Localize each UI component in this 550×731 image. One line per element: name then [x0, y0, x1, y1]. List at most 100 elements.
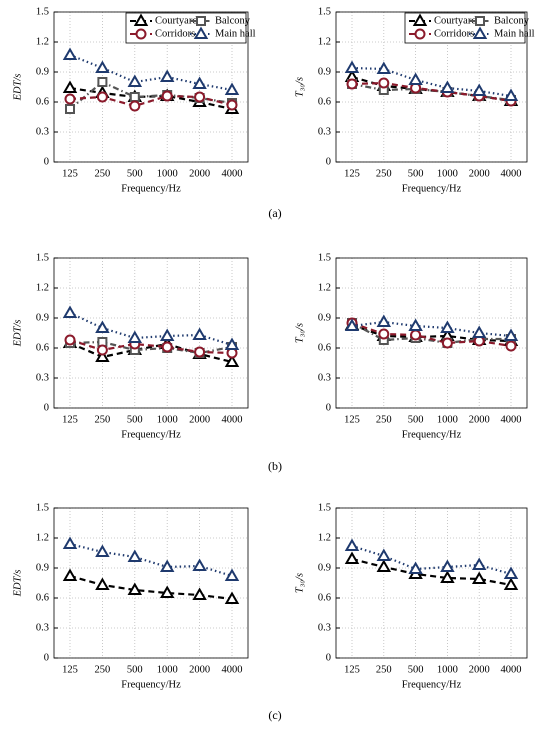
- marker: [96, 344, 108, 356]
- x-tick-label: 4000: [501, 664, 522, 675]
- x-tick-label: 2000: [189, 168, 210, 179]
- plot-frame: [53, 257, 249, 409]
- plot-frame: [53, 11, 249, 163]
- marker: [95, 349, 110, 362]
- marker: [192, 587, 207, 600]
- marker: [226, 99, 238, 111]
- x-tick-label: 4000: [501, 168, 522, 179]
- plot-frame: [53, 507, 249, 659]
- series-line: [351, 557, 512, 587]
- x-tick-label: 4000: [222, 414, 243, 425]
- y-tick-label: 0.3: [318, 372, 331, 383]
- marker: [192, 327, 207, 340]
- marker: [472, 26, 488, 39]
- marker: [192, 76, 207, 89]
- plot-frame: [335, 11, 528, 163]
- plot-frame: [335, 257, 528, 409]
- y-tick-label: 0.9: [318, 562, 331, 573]
- legend-label: Main hall: [494, 28, 535, 39]
- legend-box: [125, 12, 247, 44]
- marker: [62, 305, 78, 318]
- x-tick-label: 250: [95, 168, 111, 179]
- marker: [475, 16, 485, 26]
- x-tick-label: 1000: [157, 414, 178, 425]
- legend-box: [404, 12, 526, 44]
- x-tick-label: 1000: [437, 414, 458, 425]
- marker: [471, 571, 487, 584]
- series-line: [351, 82, 512, 102]
- y-tick-label: 0.6: [36, 592, 49, 603]
- marker: [224, 568, 240, 581]
- x-tick-label: 4000: [222, 664, 243, 675]
- marker: [503, 577, 519, 590]
- panel-label: (b): [268, 459, 282, 473]
- marker: [471, 83, 487, 96]
- y-tick-label: 0.3: [318, 126, 331, 137]
- x-tick-label: 4000: [501, 414, 522, 425]
- y-tick-label: 1.5: [36, 502, 49, 513]
- y-tick-label: 0.6: [36, 342, 49, 353]
- marker: [159, 559, 175, 572]
- marker: [159, 585, 175, 598]
- marker: [378, 328, 390, 340]
- y-tick-label: 1.2: [318, 36, 331, 47]
- marker: [408, 561, 423, 574]
- x-tick-label: 125: [62, 414, 78, 425]
- marker: [62, 568, 78, 581]
- x-axis-label: Frequency/Hz: [402, 679, 462, 690]
- marker: [503, 328, 519, 341]
- series-line: [351, 81, 512, 103]
- y-tick-label: 0.9: [36, 562, 49, 573]
- y-tick-label: 1.2: [318, 282, 331, 293]
- marker: [97, 77, 108, 87]
- x-tick-label: 500: [127, 664, 143, 675]
- y-tick-label: 0.9: [36, 66, 49, 77]
- x-tick-label: 250: [376, 168, 392, 179]
- marker: [96, 91, 108, 103]
- y-tick-label: 0.6: [36, 96, 49, 107]
- x-axis-label: Frequency/Hz: [402, 183, 462, 194]
- marker: [194, 346, 206, 358]
- marker: [129, 92, 140, 102]
- x-tick-label: 250: [95, 664, 111, 675]
- series-line: [69, 341, 233, 364]
- marker: [62, 47, 78, 60]
- marker: [440, 570, 455, 583]
- marker: [410, 329, 422, 341]
- x-tick-label: 500: [127, 168, 143, 179]
- marker: [344, 538, 360, 551]
- x-tick-label: 1000: [437, 168, 458, 179]
- marker: [127, 582, 143, 595]
- legend-label: Corridors: [434, 28, 474, 39]
- y-tick-label: 0: [326, 156, 331, 167]
- plot-frame: [335, 507, 528, 659]
- marker: [344, 60, 360, 73]
- series-line: [69, 542, 233, 578]
- marker: [471, 557, 487, 570]
- marker: [412, 13, 428, 26]
- x-tick-label: 1000: [437, 664, 458, 675]
- x-tick-label: 500: [127, 414, 143, 425]
- x-tick-label: 1000: [157, 168, 178, 179]
- y-tick-label: 0.6: [318, 96, 331, 107]
- marker: [62, 536, 78, 549]
- marker: [505, 340, 517, 352]
- y-tick-label: 1.5: [318, 6, 331, 17]
- x-tick-label: 2000: [189, 414, 210, 425]
- x-tick-label: 250: [376, 664, 392, 675]
- y-axis-label: EDT/s: [12, 74, 23, 102]
- y-tick-label: 1.5: [36, 252, 49, 263]
- x-tick-label: 2000: [469, 414, 490, 425]
- legend-label: Main hall: [215, 28, 256, 39]
- y-axis-label: T₃₀/s: [294, 323, 305, 343]
- marker: [378, 77, 390, 89]
- y-tick-label: 1.2: [36, 532, 49, 543]
- marker: [133, 13, 149, 26]
- y-tick-label: 0: [326, 652, 331, 663]
- y-tick-label: 1.2: [36, 36, 49, 47]
- legend-label: Balcony: [215, 15, 251, 26]
- marker: [129, 100, 141, 112]
- marker: [127, 74, 143, 87]
- x-axis-label: Frequency/Hz: [121, 429, 181, 440]
